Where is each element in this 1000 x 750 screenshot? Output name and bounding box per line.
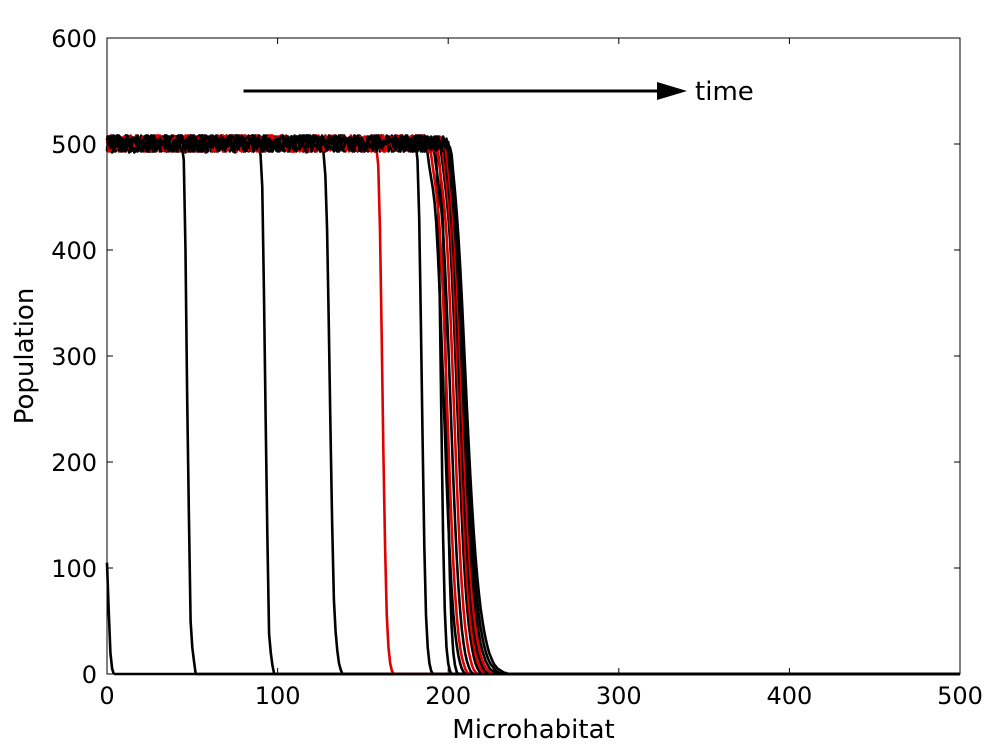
- y-tick-label: 400: [51, 237, 97, 265]
- y-axis-label: Population: [10, 288, 40, 425]
- x-tick-label: 500: [937, 682, 983, 710]
- series-line-19: [105, 562, 116, 675]
- series-layer: [105, 134, 960, 676]
- series-line-8: [105, 134, 467, 675]
- y-tick-label: 500: [51, 131, 97, 159]
- series-line-14: [105, 134, 490, 676]
- time-arrow-head: [657, 82, 688, 100]
- time-annotation: time: [243, 77, 754, 107]
- series-line-18: [105, 134, 509, 676]
- plot-frame: [106, 37, 961, 675]
- series-line-7: [105, 134, 460, 675]
- x-tick-label: 300: [596, 682, 642, 710]
- series-line-6: [107, 134, 453, 675]
- x-tick-label: 400: [766, 682, 812, 710]
- y-tick-label: 600: [51, 25, 97, 53]
- series-line-13: [105, 134, 487, 676]
- series-line-1: [105, 135, 197, 675]
- y-tick-label: 0: [82, 661, 97, 689]
- y-tick-label: 100: [51, 555, 97, 583]
- x-tick-label: 0: [99, 682, 114, 710]
- y-tick-label: 300: [51, 343, 97, 371]
- x-tick-label: 100: [255, 682, 301, 710]
- axis-ticks: 0 100 200 300 400 500 0 100 200 300 400 500 600: [51, 25, 983, 710]
- series-line-4: [105, 134, 395, 675]
- series-line-9: [105, 134, 470, 675]
- y-tick-label: 200: [51, 449, 97, 477]
- x-axis-label: Microhabitat: [452, 715, 614, 745]
- time-label: time: [695, 77, 754, 107]
- series-line-3: [106, 134, 344, 675]
- x-tick-label: 200: [425, 682, 471, 710]
